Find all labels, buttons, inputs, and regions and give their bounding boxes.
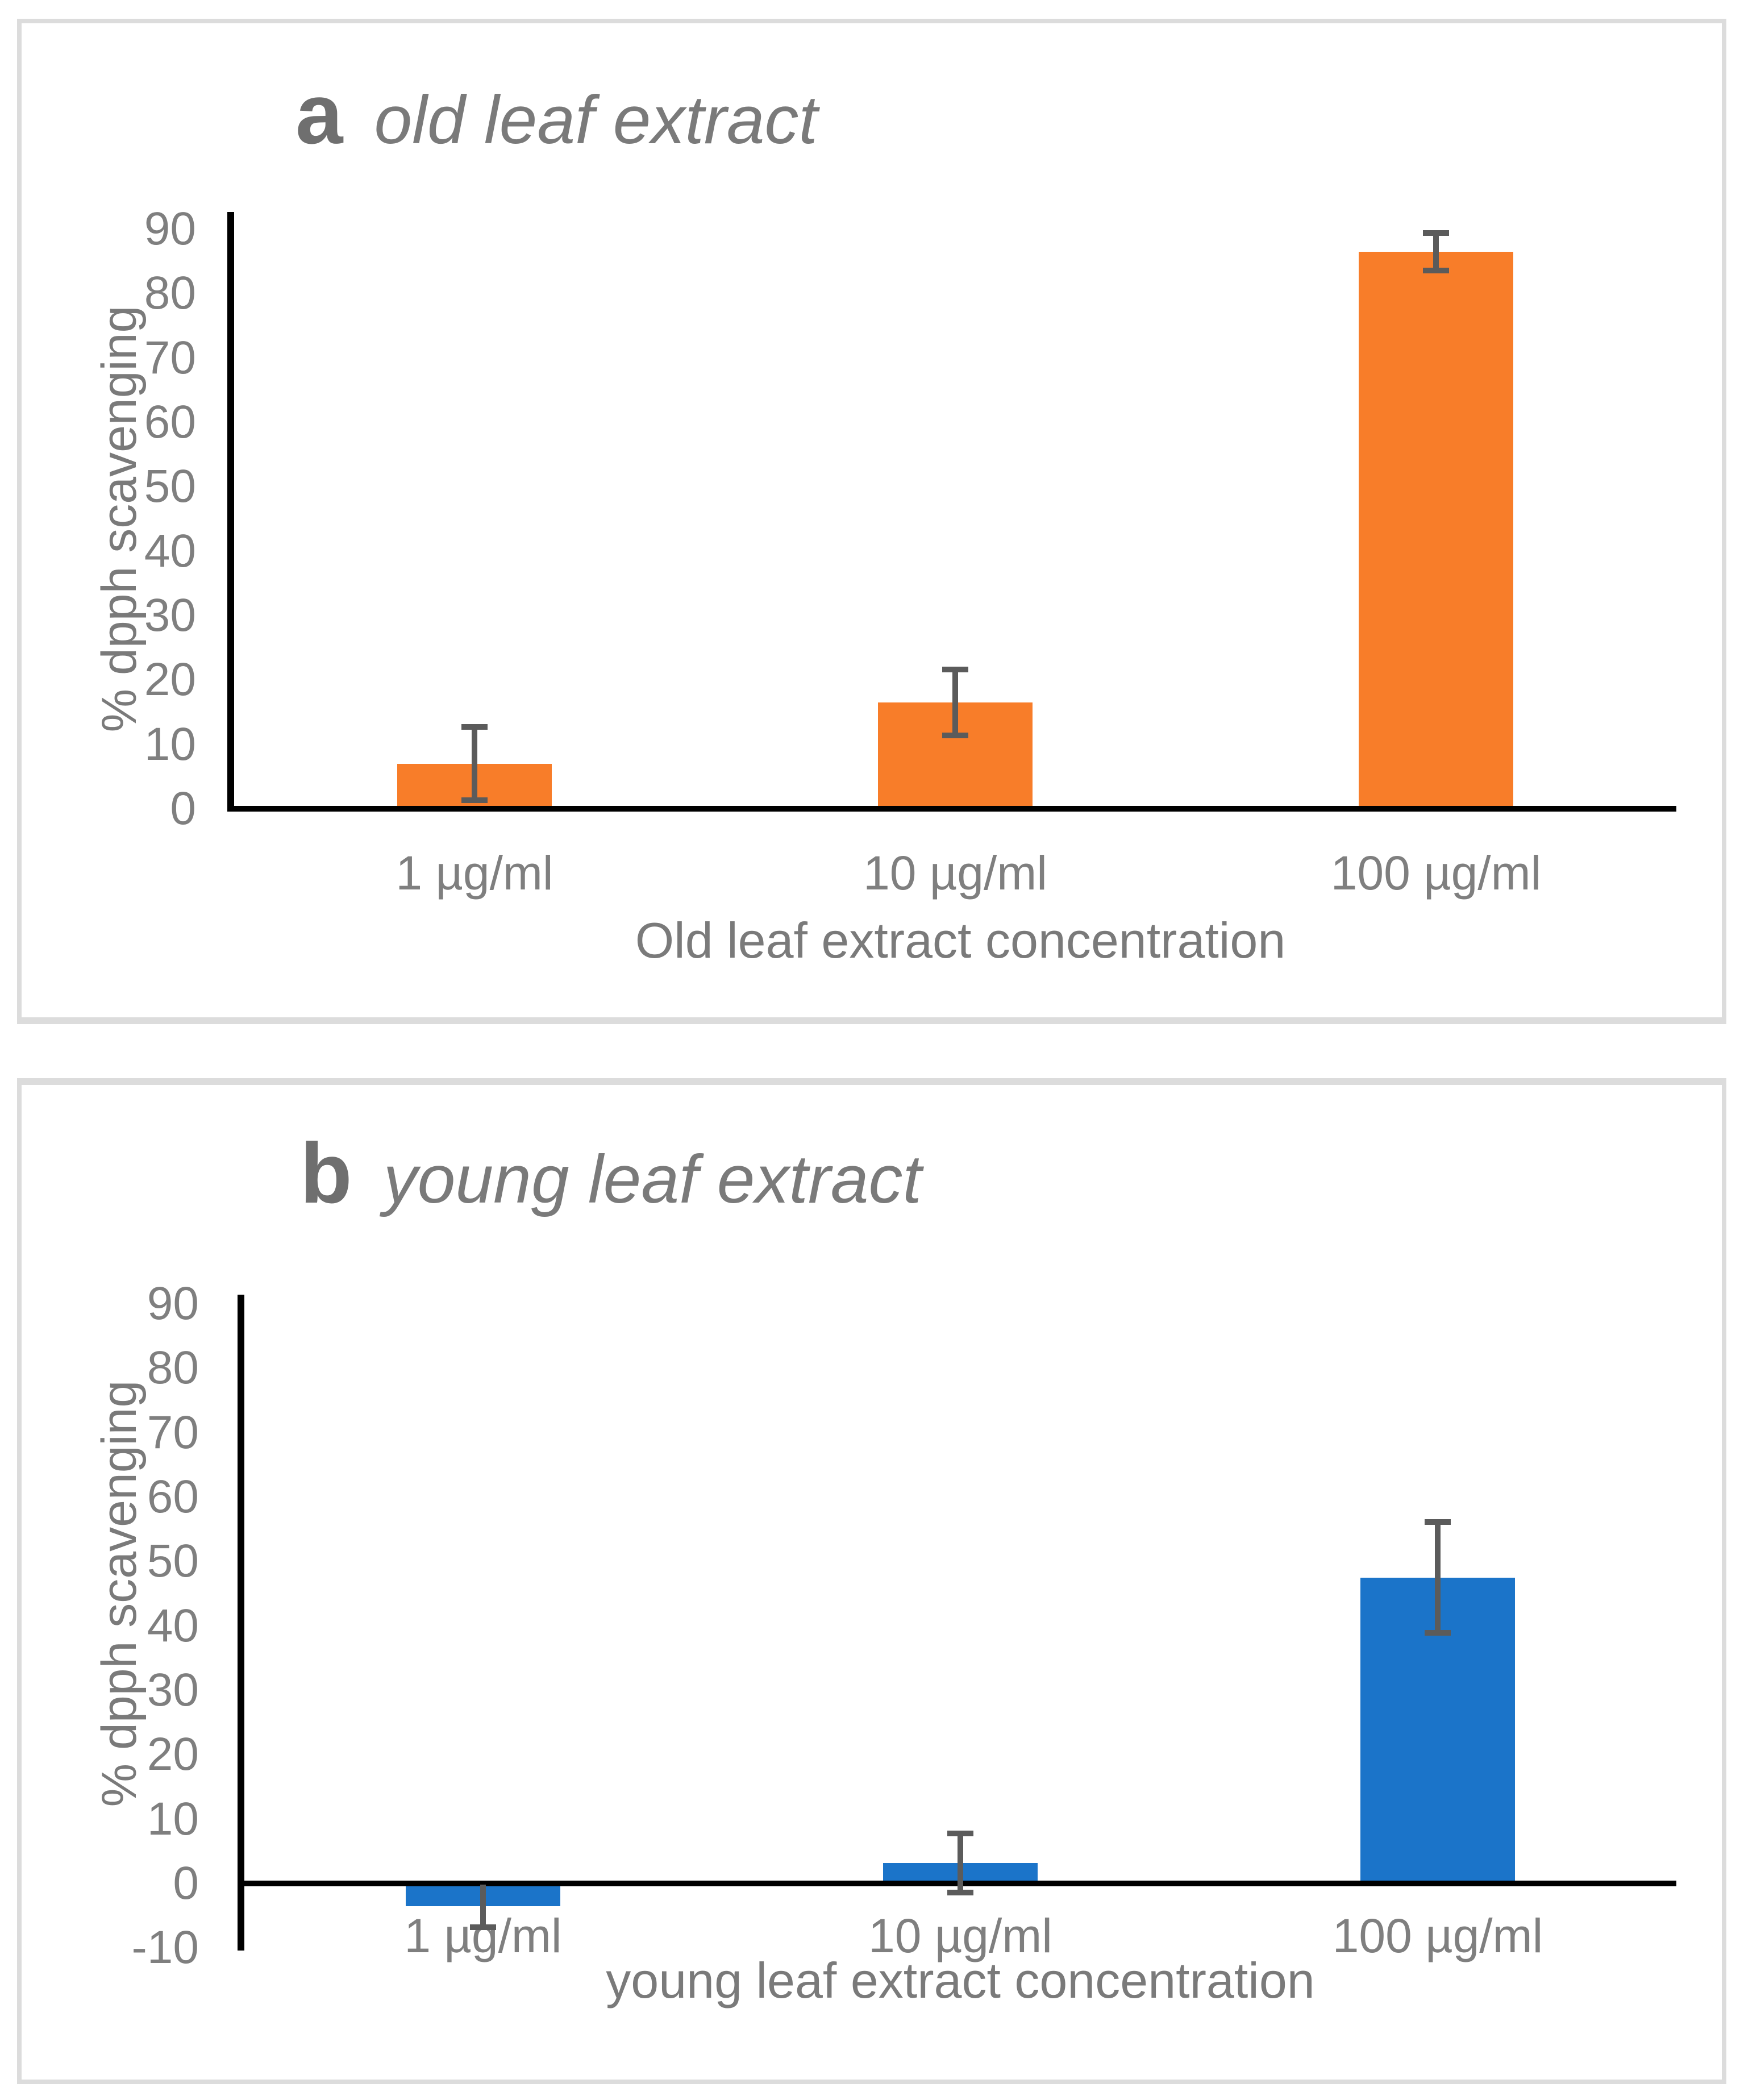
y-tick-label: 80 (144, 267, 196, 319)
y-tick-label: 50 (144, 460, 196, 513)
y-tick-label: 10 (147, 1793, 199, 1845)
y-tick-label: 50 (147, 1535, 199, 1587)
y-tick-label: 70 (147, 1406, 199, 1458)
y-axis-line (227, 212, 234, 812)
x-axis-line (238, 1881, 1676, 1886)
y-tick-label: 0 (173, 1857, 199, 1909)
panel-a-title: a old leaf extract (295, 67, 818, 161)
error-bar-line (1435, 1522, 1441, 1633)
panel-a-y-axis-title: % dpph scavenging (92, 305, 147, 733)
panel-b-title-text: young leaf extract (383, 1141, 922, 1217)
category-label: 100 µg/ml (1330, 846, 1542, 900)
panel-b-title: b young leaf extract (300, 1126, 922, 1220)
y-tick-label: 60 (144, 396, 196, 448)
error-bar-cap-top (461, 724, 488, 730)
panel-b-y-axis-title: % dpph scavenging (92, 1380, 147, 1807)
error-bar-cap-bottom (1423, 267, 1449, 273)
category-label: 100 µg/ml (1332, 1909, 1543, 1962)
y-axis-line (238, 1295, 244, 1951)
bar (1359, 251, 1513, 809)
panel-a-letter: a (295, 66, 343, 161)
category-label: 10 µg/ml (868, 1909, 1052, 1962)
x-axis-line (227, 806, 1676, 812)
y-tick-label: 90 (147, 1278, 199, 1330)
error-bar-cap-bottom (1425, 1630, 1451, 1636)
panel-b-x-axis-title: young leaf extract concentration (606, 1952, 1315, 2008)
y-tick-label: 20 (144, 654, 196, 706)
panel-b-letter: b (300, 1125, 352, 1221)
error-bar-line (1433, 232, 1439, 271)
error-bar-cap-bottom (470, 1924, 496, 1931)
y-tick-label: 30 (144, 589, 196, 641)
y-tick-label: 30 (147, 1664, 199, 1716)
category-label: 10 µg/ml (863, 846, 1047, 900)
y-tick-label: 90 (144, 203, 196, 255)
error-bar-cap-bottom (461, 797, 488, 804)
y-tick-label: 0 (170, 783, 196, 834)
error-bar-cap-top (1423, 230, 1449, 236)
y-tick-label: 80 (147, 1342, 199, 1394)
y-tick-label: 10 (144, 718, 196, 770)
y-tick-label: 40 (147, 1599, 199, 1652)
panel-a-x-axis-title: Old leaf extract concentration (635, 912, 1286, 968)
y-tick-label: 60 (147, 1471, 199, 1523)
error-bar-cap-top (947, 1830, 973, 1836)
error-bar-line (958, 1833, 963, 1893)
error-bar-cap-top (1425, 1519, 1451, 1525)
panel-a-title-text: old leaf extract (374, 82, 818, 158)
error-bar-line (480, 1885, 486, 1928)
error-bar-cap-top (942, 667, 968, 673)
y-tick-label: -10 (131, 1922, 199, 1974)
error-bar-cap-bottom (942, 732, 968, 738)
y-tick-label: 40 (144, 525, 196, 577)
y-tick-label: 70 (144, 331, 196, 384)
error-bar-cap-bottom (947, 1889, 973, 1895)
error-bar-line (952, 669, 958, 735)
category-label: 1 µg/ml (396, 846, 553, 900)
error-bar-line (472, 727, 477, 801)
y-tick-label: 20 (147, 1728, 199, 1781)
